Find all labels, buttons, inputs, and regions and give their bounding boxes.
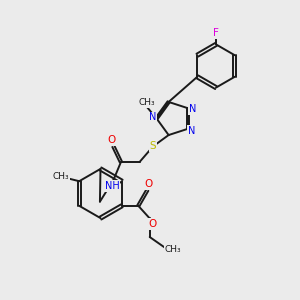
Text: O: O xyxy=(107,135,115,145)
Text: F: F xyxy=(213,28,219,38)
Text: S: S xyxy=(150,141,156,152)
Text: N: N xyxy=(149,112,157,122)
Text: O: O xyxy=(148,219,157,229)
Text: N: N xyxy=(189,104,196,114)
Text: CH₃: CH₃ xyxy=(53,172,70,181)
Text: NH: NH xyxy=(104,181,119,191)
Text: N: N xyxy=(188,126,195,136)
Text: CH₃: CH₃ xyxy=(139,98,155,107)
Text: O: O xyxy=(144,179,153,189)
Text: CH₃: CH₃ xyxy=(165,244,182,253)
